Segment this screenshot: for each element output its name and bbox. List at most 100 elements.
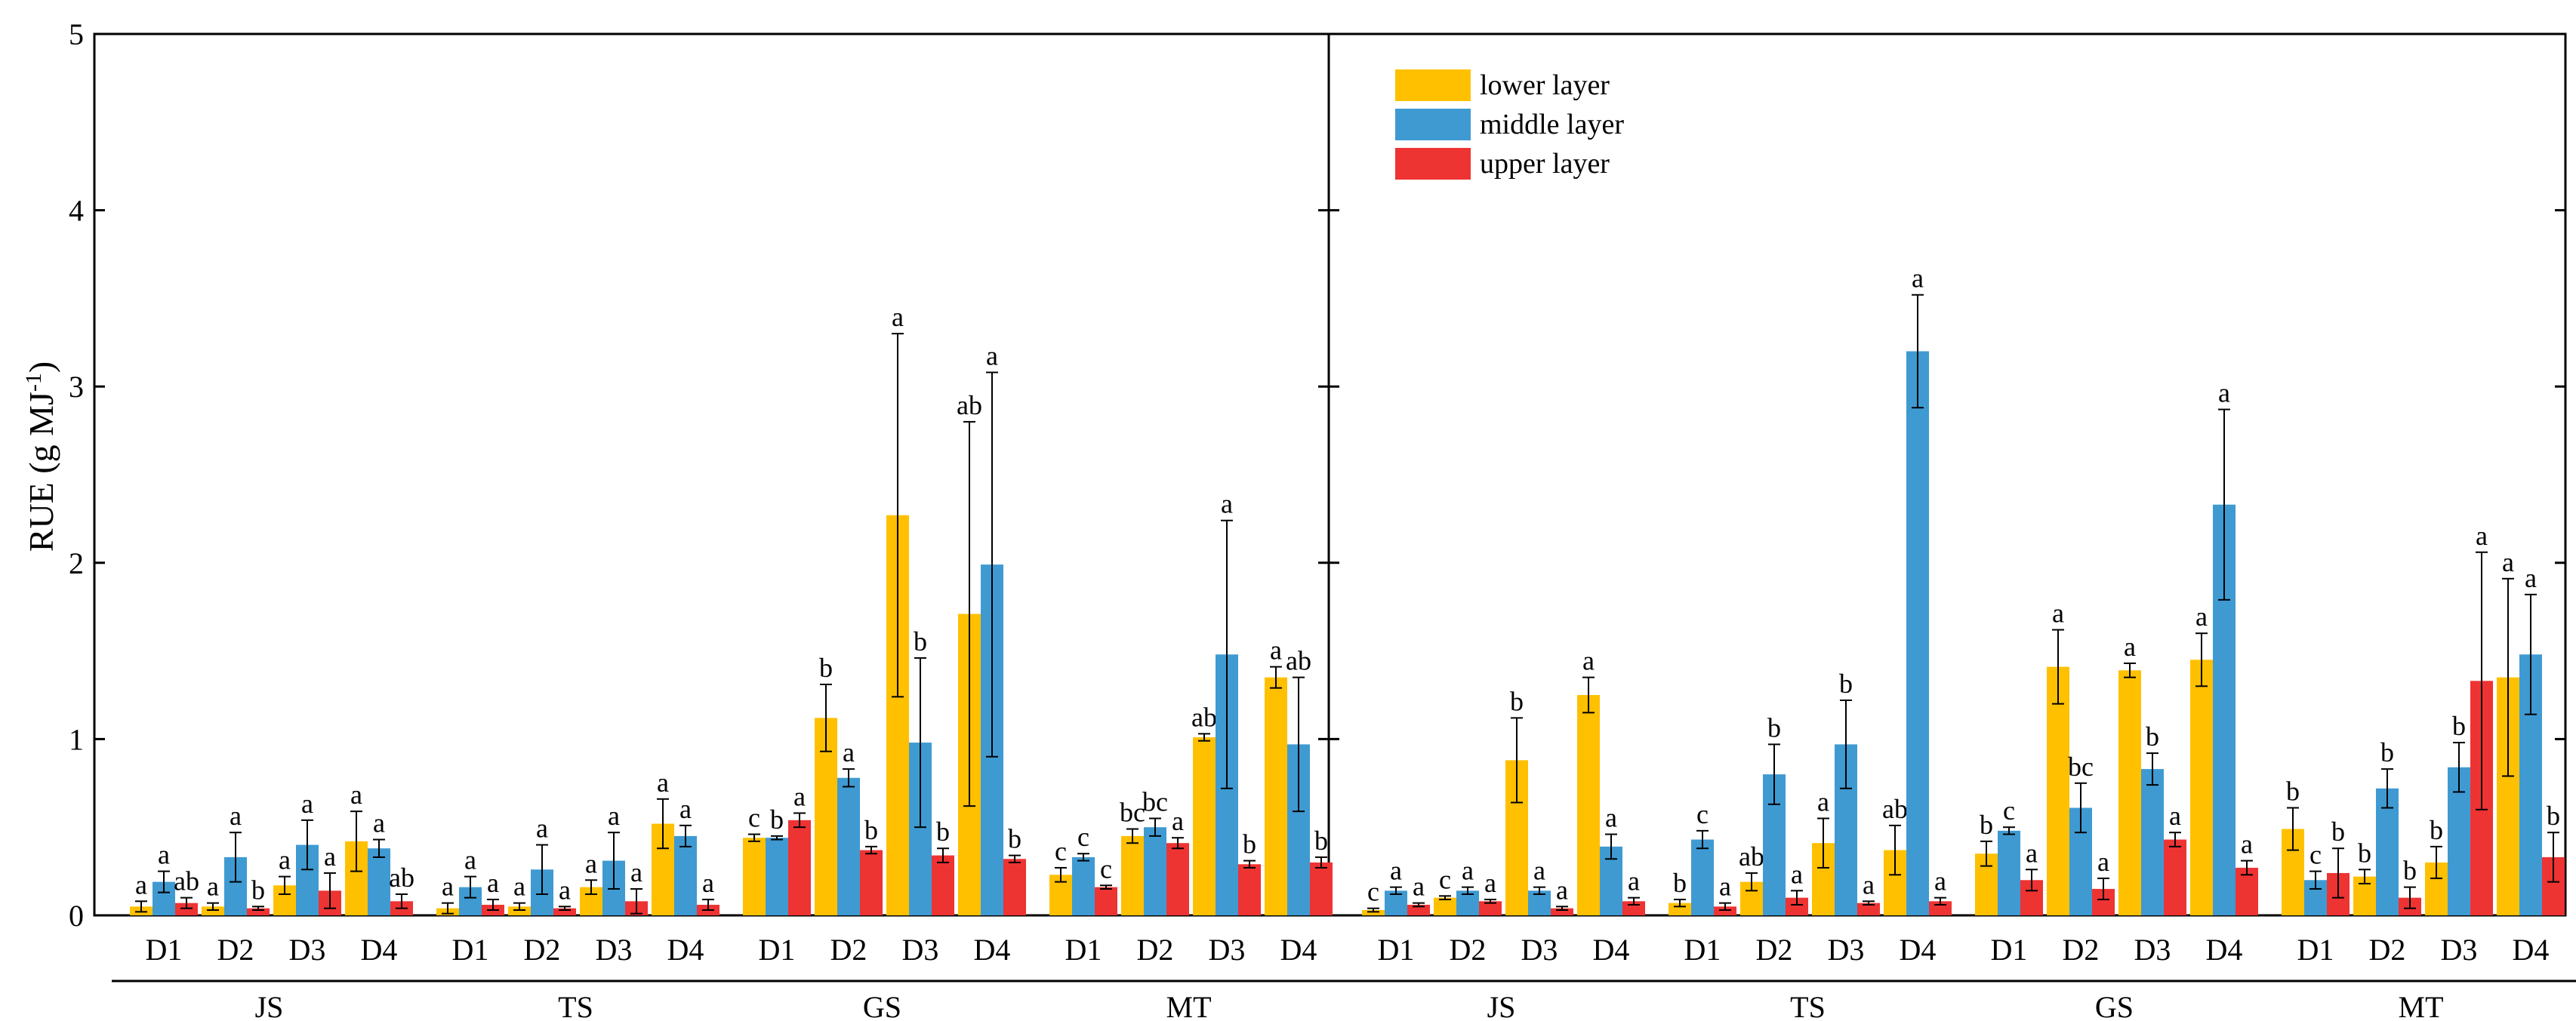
bar	[368, 848, 390, 915]
significance-letter: ab	[174, 866, 199, 896]
bar	[1095, 887, 1117, 915]
y-tick-label: 3	[69, 370, 84, 404]
bar	[2190, 660, 2213, 915]
x-tick-label: D3	[1828, 933, 1865, 967]
bar	[1193, 737, 1216, 915]
bar	[766, 838, 788, 915]
significance-letter: b	[2547, 801, 2560, 831]
x-tick-label: D2	[2369, 933, 2406, 967]
bar	[1786, 897, 1808, 915]
x-tick-label: D2	[217, 933, 254, 967]
significance-letter: c	[1696, 799, 1709, 829]
legend-swatch	[1395, 69, 1471, 101]
significance-letter: a	[1934, 866, 1946, 896]
significance-letter: b	[1673, 868, 1687, 898]
significance-letter: ab	[1191, 702, 1217, 732]
significance-letter: a	[585, 848, 597, 878]
bar	[1998, 830, 2020, 915]
significance-letter: b	[251, 875, 265, 905]
significance-letter: b	[1008, 824, 1021, 854]
bar	[508, 906, 531, 915]
significance-letter: a	[2097, 847, 2109, 877]
y-axis-title-close: )	[22, 361, 60, 373]
bar	[2118, 670, 2141, 915]
legend-label: upper layer	[1480, 148, 1610, 180]
significance-letter: b	[2358, 838, 2371, 868]
bar	[1577, 695, 1600, 915]
significance-letter: a	[1912, 263, 1924, 294]
significance-letter: b	[1243, 829, 1256, 860]
x-tick-label: D2	[524, 933, 561, 967]
bar	[1407, 904, 1430, 915]
significance-letter: a	[1719, 872, 1731, 902]
significance-letter: a	[2124, 632, 2136, 662]
significance-letter: a	[1582, 646, 1595, 676]
significance-letter: a	[1484, 868, 1496, 898]
significance-letter: ab	[1739, 841, 1764, 872]
significance-letter: ab	[957, 390, 982, 420]
x-tick-label: D4	[974, 933, 1011, 967]
significance-letter: a	[373, 808, 385, 838]
significance-letter: a	[1628, 866, 1640, 896]
significance-letter: c	[1100, 853, 1112, 884]
significance-letter: b	[2380, 737, 2394, 767]
significance-letter: ab	[389, 863, 414, 893]
significance-letter: a	[2241, 829, 2253, 860]
bar	[1238, 864, 1261, 915]
x-tick-label: D3	[2134, 933, 2171, 967]
significance-letter: a	[2026, 838, 2038, 868]
significance-letter: a	[301, 789, 313, 819]
x-tick-label: D1	[759, 933, 796, 967]
x-tick-label: D3	[1209, 933, 1246, 967]
bar	[1857, 903, 1880, 915]
significance-letter: b	[2430, 815, 2443, 845]
x-tick-label: D3	[596, 933, 633, 967]
x-tick-label: D2	[1756, 933, 1793, 967]
y-axis-title-superscript: -1	[21, 373, 46, 392]
significance-letter: a	[608, 801, 620, 831]
significance-letter: a	[1863, 869, 1875, 900]
bar	[1166, 843, 1189, 915]
bar	[2141, 769, 2164, 915]
y-axis-title: RUE (g MJ-1)	[21, 361, 61, 552]
significance-letter: c	[1367, 877, 1379, 907]
significance-letter: a	[2169, 801, 2181, 831]
significance-letter: b	[2452, 711, 2466, 741]
significance-letter: a	[464, 845, 476, 875]
group-label: TS	[558, 990, 593, 1021]
x-tick-label: D1	[1684, 933, 1721, 967]
bar	[674, 835, 697, 915]
significance-letter: c	[2003, 795, 2015, 826]
significance-letter: b	[770, 804, 784, 835]
x-tick-label: D2	[2063, 933, 2100, 967]
bar	[553, 908, 576, 915]
group-label: JS	[255, 990, 284, 1021]
significance-letter: a	[2218, 378, 2230, 408]
significance-letter: b	[864, 815, 878, 845]
significance-letter: a	[2525, 563, 2537, 593]
significance-letter: c	[1055, 836, 1067, 866]
legend-label: lower layer	[1480, 69, 1610, 101]
group-label: MT	[1166, 990, 1212, 1021]
bar	[2047, 666, 2069, 915]
x-tick-label: D3	[902, 933, 939, 967]
bar	[932, 855, 954, 915]
significance-letter: a	[1390, 856, 1402, 886]
bar	[788, 820, 811, 915]
significance-letter: c	[1077, 822, 1089, 852]
x-tick-label: D4	[1593, 933, 1630, 967]
significance-letter: c	[748, 803, 760, 833]
bar	[1691, 839, 1714, 915]
group-label: MT	[2399, 990, 2444, 1021]
group-label: TS	[1790, 990, 1826, 1021]
significance-letter: a	[1605, 803, 1617, 833]
bar	[1906, 351, 1929, 916]
significance-letter: bc	[1142, 787, 1168, 817]
y-axis-title-main: RUE (g MJ	[22, 392, 60, 552]
bar	[743, 838, 766, 915]
x-tick-label: D1	[452, 933, 489, 967]
y-tick-label: 4	[69, 194, 84, 228]
significance-letter: a	[1817, 787, 1829, 817]
significance-letter: a	[2052, 598, 2064, 629]
